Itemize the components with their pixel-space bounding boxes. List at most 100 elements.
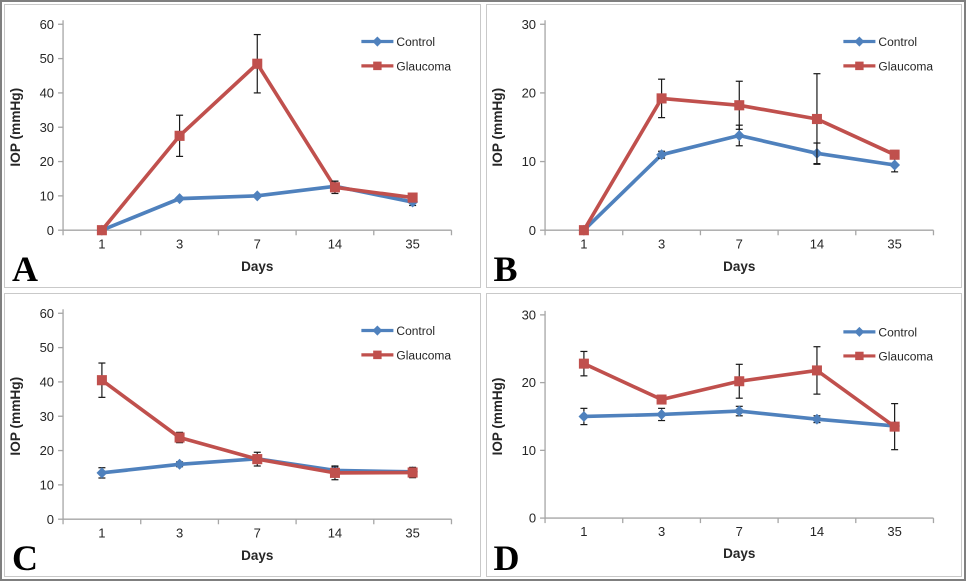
y-tick-label: 40 bbox=[40, 374, 54, 389]
y-axis-title: IOP (mmHg) bbox=[8, 88, 23, 167]
legend-label-glaucoma: Glaucoma bbox=[396, 348, 451, 362]
y-tick-label: 30 bbox=[40, 120, 54, 135]
x-tick-label: 3 bbox=[176, 236, 183, 251]
x-axis-title: Days bbox=[241, 259, 273, 274]
y-axis-title: IOP (mmHg) bbox=[8, 377, 23, 456]
marker-glaucoma bbox=[174, 130, 185, 141]
legend-marker-control bbox=[853, 326, 864, 337]
y-tick-label: 0 bbox=[47, 512, 54, 527]
x-tick-label: 14 bbox=[809, 236, 823, 251]
marker-control bbox=[811, 413, 822, 425]
legend-marker-control bbox=[372, 325, 383, 336]
y-tick-label: 20 bbox=[521, 85, 535, 100]
y-tick-label: 20 bbox=[40, 154, 54, 169]
panel-letter-D: D bbox=[493, 538, 520, 577]
legend-label-control: Control bbox=[396, 35, 435, 49]
marker-control bbox=[655, 409, 667, 420]
marker-control bbox=[888, 159, 900, 171]
x-tick-label: 35 bbox=[405, 525, 419, 540]
x-tick-label: 3 bbox=[657, 524, 664, 539]
marker-control bbox=[251, 190, 263, 202]
legend-marker-glaucoma bbox=[854, 351, 864, 361]
legend-marker-glaucoma bbox=[854, 61, 864, 71]
y-axis-title: IOP (mmHg) bbox=[490, 378, 505, 456]
y-tick-label: 0 bbox=[528, 223, 535, 238]
y-tick-label: 0 bbox=[528, 511, 535, 526]
y-tick-label: 30 bbox=[521, 17, 535, 32]
marker-glaucoma bbox=[811, 365, 822, 376]
legend-label-glaucoma: Glaucoma bbox=[878, 349, 933, 363]
x-tick-label: 35 bbox=[887, 524, 901, 539]
y-tick-label: 0 bbox=[47, 223, 54, 238]
marker-glaucoma bbox=[656, 93, 667, 104]
marker-control bbox=[96, 467, 108, 479]
x-tick-label: 7 bbox=[254, 525, 261, 540]
marker-glaucoma bbox=[96, 375, 107, 386]
panel-D: 0 10 20 30 1 3 7 14 35 Days IOP (mmHg) Control Glauc… bbox=[485, 293, 962, 577]
x-tick-label: 1 bbox=[98, 525, 105, 540]
marker-glaucoma bbox=[174, 432, 185, 443]
y-tick-label: 10 bbox=[521, 443, 535, 458]
legend-marker-glaucoma bbox=[373, 350, 382, 360]
x-tick-label: 7 bbox=[735, 524, 742, 539]
x-tick-label: 35 bbox=[887, 236, 901, 251]
marker-glaucoma bbox=[656, 394, 667, 405]
marker-glaucoma bbox=[578, 358, 589, 369]
x-tick-label: 3 bbox=[657, 236, 664, 251]
legend-label-glaucoma: Glaucoma bbox=[396, 59, 451, 73]
y-tick-label: 20 bbox=[40, 443, 54, 458]
marker-glaucoma bbox=[407, 467, 418, 478]
x-axis-title: Days bbox=[241, 548, 273, 563]
panel-A: 0 10 20 30 40 50 60 1 3 7 14 35 Days IOP (mmHg) Contro… bbox=[4, 4, 481, 288]
panel-letter-C: C bbox=[12, 538, 38, 577]
legend-label-control: Control bbox=[396, 324, 435, 338]
y-tick-label: 20 bbox=[521, 375, 535, 390]
x-tick-label: 14 bbox=[328, 236, 342, 251]
legend-label-control: Control bbox=[878, 35, 917, 49]
x-tick-label: 7 bbox=[735, 236, 742, 251]
y-tick-label: 40 bbox=[40, 85, 54, 100]
marker-glaucoma bbox=[889, 149, 900, 160]
legend-marker-glaucoma bbox=[373, 61, 382, 71]
y-tick-label: 60 bbox=[40, 17, 54, 32]
x-tick-label: 35 bbox=[405, 236, 419, 251]
x-tick-label: 1 bbox=[580, 236, 587, 251]
legend-label-control: Control bbox=[878, 325, 917, 339]
y-tick-label: 10 bbox=[521, 154, 535, 169]
y-tick-label: 30 bbox=[521, 307, 535, 322]
x-tick-label: 14 bbox=[809, 524, 823, 539]
marker-glaucoma bbox=[96, 225, 107, 236]
marker-glaucoma bbox=[252, 58, 263, 69]
marker-glaucoma bbox=[329, 182, 340, 193]
marker-glaucoma bbox=[733, 100, 744, 111]
marker-glaucoma bbox=[578, 225, 589, 236]
y-tick-label: 60 bbox=[40, 306, 54, 321]
marker-control bbox=[733, 129, 745, 141]
y-axis-title: IOP (mmHg) bbox=[490, 88, 505, 167]
marker-control bbox=[733, 405, 745, 417]
marker-control bbox=[577, 411, 589, 422]
chart-C: 0 10 20 30 40 50 60 1 3 7 14 35 Days IOP (mmHg) Contro… bbox=[8, 306, 453, 563]
marker-glaucoma bbox=[733, 376, 744, 387]
x-tick-label: 7 bbox=[254, 236, 261, 251]
marker-glaucoma bbox=[407, 192, 418, 203]
y-tick-label: 50 bbox=[40, 51, 54, 66]
panel-letter-A: A bbox=[12, 249, 38, 288]
x-tick-label: 1 bbox=[98, 236, 105, 251]
marker-glaucoma bbox=[811, 113, 822, 125]
x-tick-label: 1 bbox=[580, 524, 587, 539]
x-axis-title: Days bbox=[723, 259, 755, 274]
legend-label-glaucoma: Glaucoma bbox=[878, 59, 933, 73]
x-axis-title: Days bbox=[723, 546, 755, 561]
y-tick-label: 30 bbox=[40, 409, 54, 424]
x-tick-label: 3 bbox=[176, 525, 183, 540]
marker-control bbox=[174, 458, 185, 470]
marker-control bbox=[174, 193, 185, 205]
legend-marker-control bbox=[853, 36, 864, 47]
chart-D: 0 10 20 30 1 3 7 14 35 Days IOP (mmHg) Control Glauc… bbox=[490, 307, 934, 561]
y-tick-label: 10 bbox=[40, 477, 54, 492]
marker-glaucoma bbox=[252, 454, 263, 465]
chart-A: 0 10 20 30 40 50 60 1 3 7 14 35 Days IOP (mmHg) Contro… bbox=[8, 17, 453, 274]
y-tick-label: 10 bbox=[40, 188, 54, 203]
